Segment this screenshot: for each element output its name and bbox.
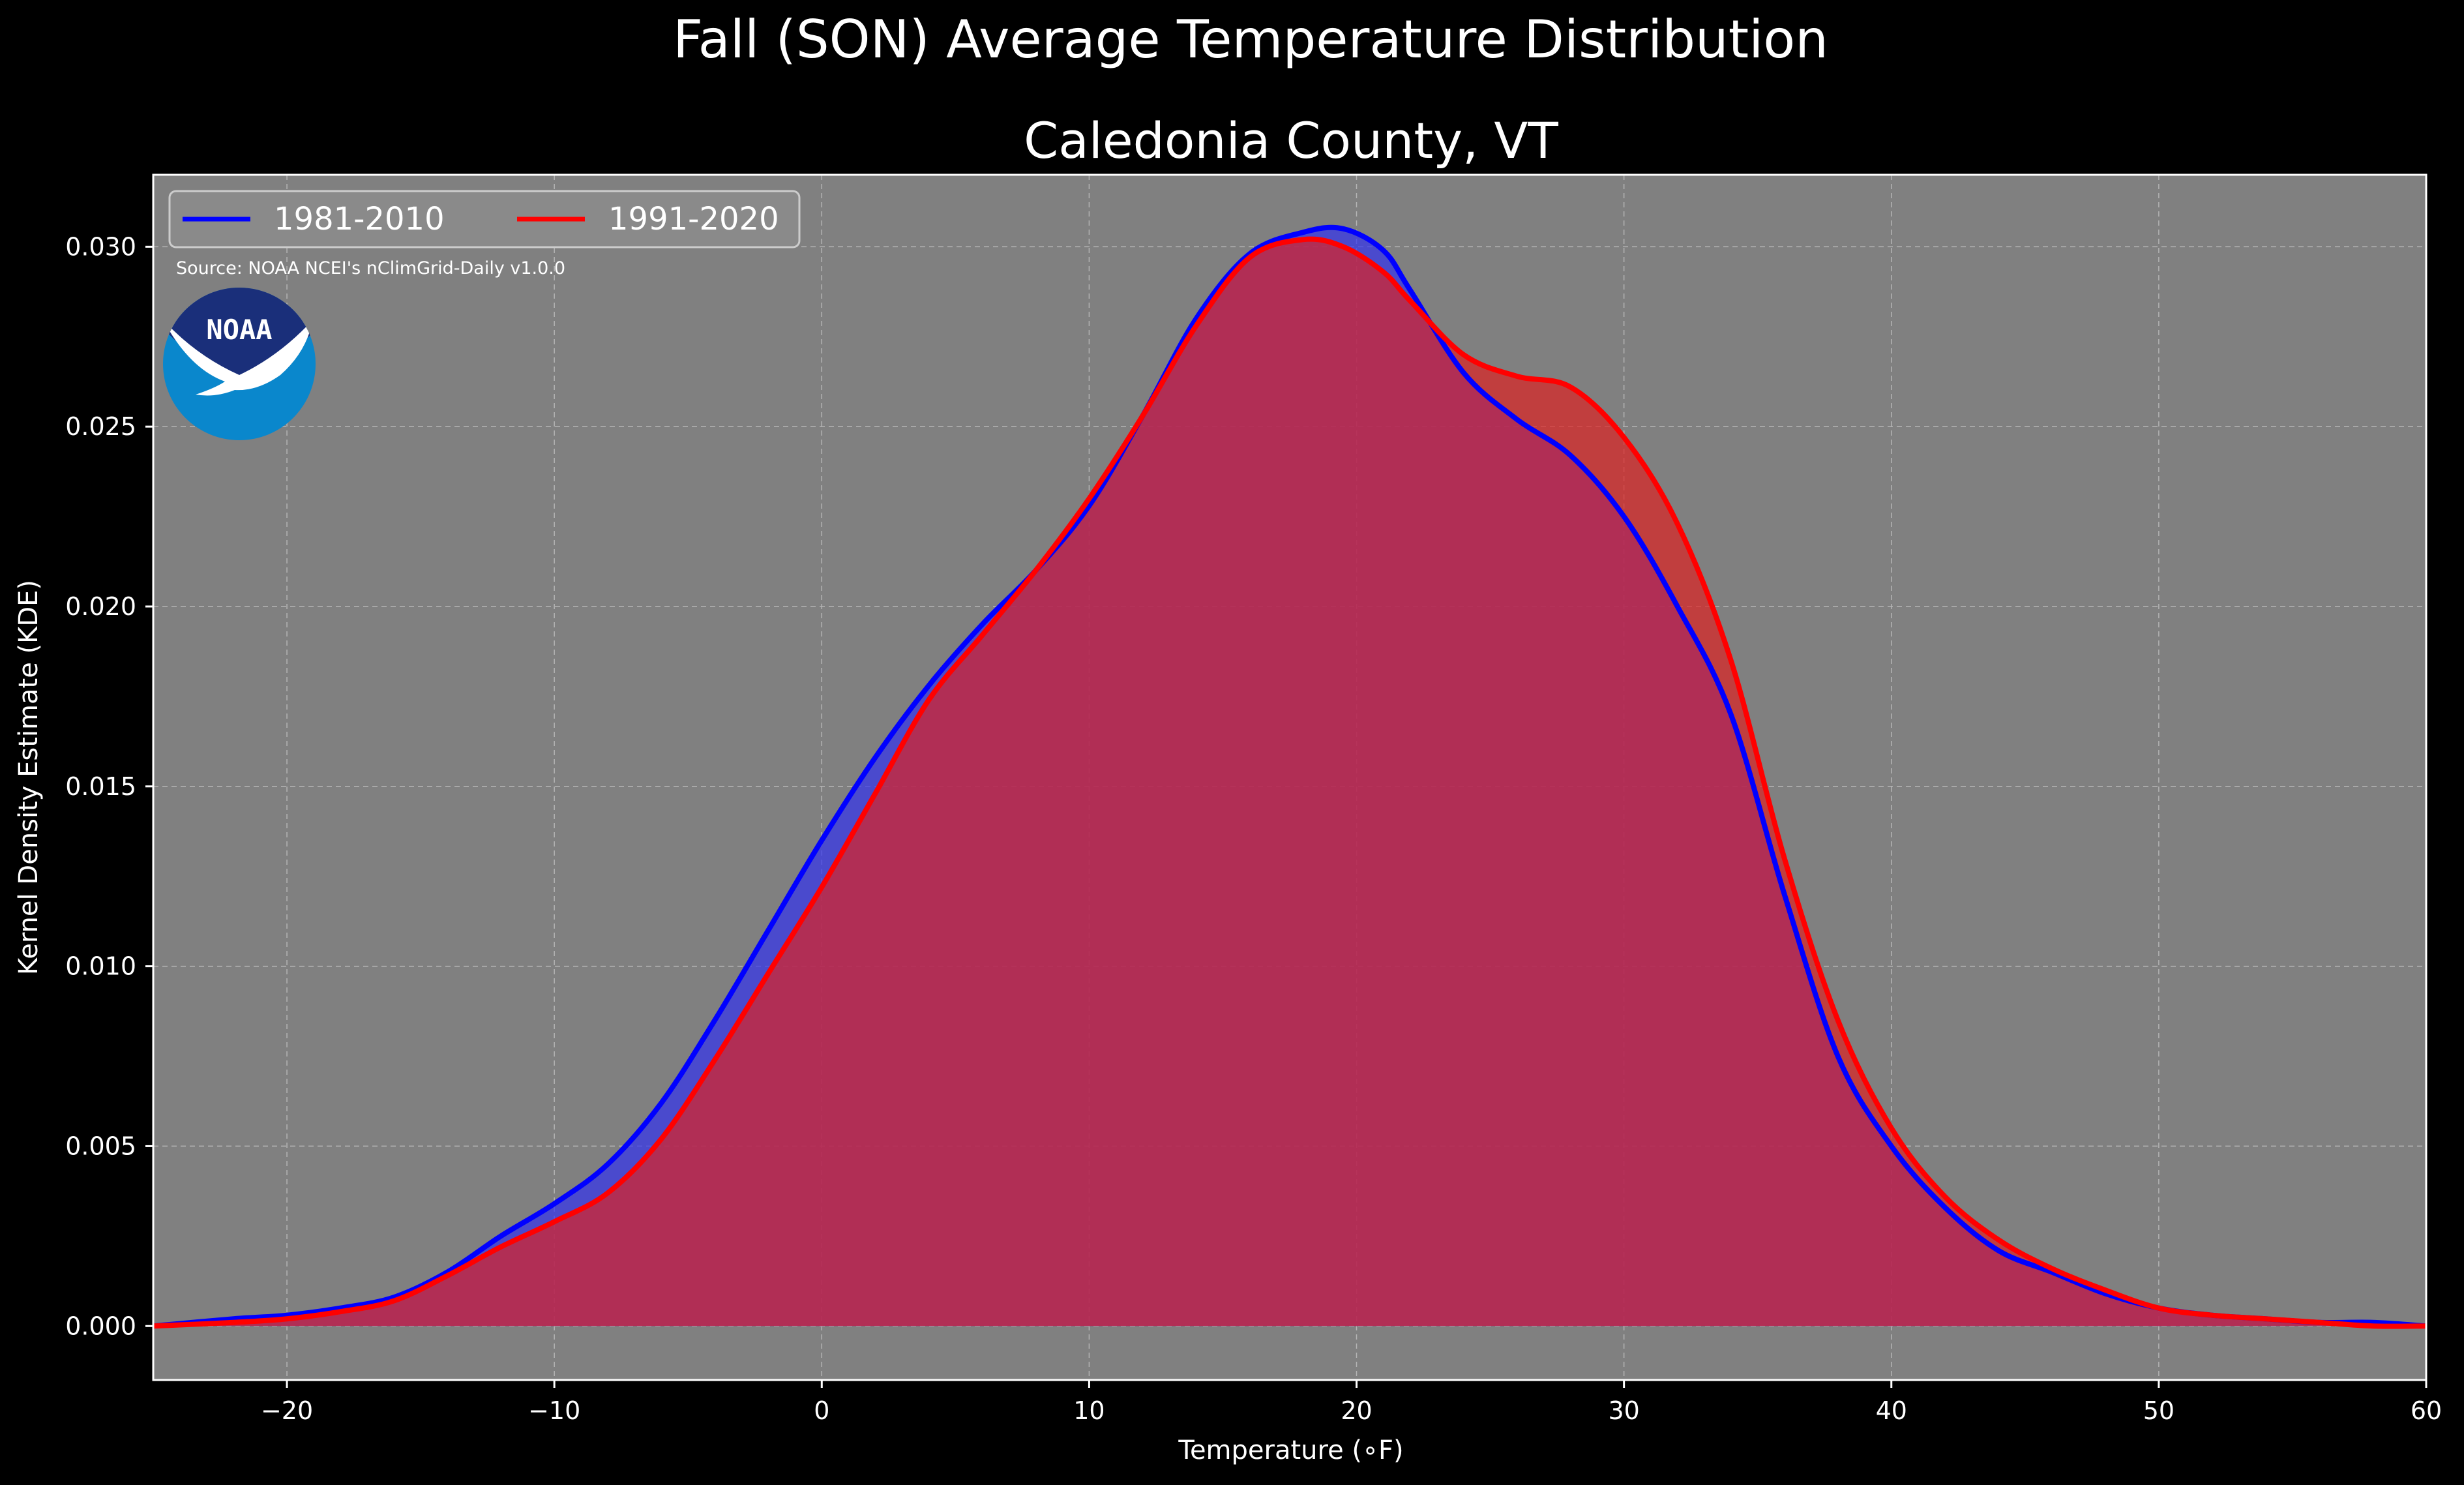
x-axis-ticks: −20 −10 0 10 20 30 40 50 60	[261, 1380, 2442, 1425]
x-tick-label: 30	[1608, 1396, 1639, 1425]
x-axis-label: Temperature (∘F)	[1178, 1435, 1403, 1465]
noaa-logo: NOAA	[163, 288, 316, 440]
y-axis-ticks: 0.000 0.005 0.010 0.015 0.020 0.025 0.030	[65, 232, 153, 1340]
line-1981-2010	[153, 224, 2427, 1329]
noaa-logo-text: NOAA	[206, 314, 272, 346]
y-axis-label: Kernel Density Estimate (KDE)	[14, 580, 44, 975]
x-tick-label: 60	[2411, 1396, 2442, 1425]
x-tick-label: −10	[528, 1396, 580, 1425]
x-tick-label: 20	[1341, 1396, 1372, 1425]
legend: 1981-2010 1991-2020	[168, 190, 801, 248]
legend-label-1981-2010: 1981-2010	[274, 201, 445, 237]
chart-suptitle: Fall (SON) Average Temperature Distribut…	[673, 9, 1828, 70]
x-tick-label: 40	[1876, 1396, 1907, 1425]
legend-label-1991-2020: 1991-2020	[608, 201, 779, 237]
y-tick-label: 0.025	[65, 412, 136, 441]
legend-box	[168, 190, 801, 248]
y-tick-label: 0.030	[65, 232, 136, 261]
line-1991-2020	[153, 236, 2427, 1329]
density-lines	[153, 224, 2427, 1329]
x-tick-label: 50	[2143, 1396, 2175, 1425]
y-tick-label: 0.005	[65, 1132, 136, 1160]
chart-title: Caledonia County, VT	[1024, 112, 1558, 170]
plot-frame	[152, 173, 2427, 1381]
y-tick-label: 0.010	[65, 952, 136, 981]
area-1991-2020	[153, 239, 2426, 1327]
x-tick-label: 0	[814, 1396, 829, 1425]
source-note: Source: NOAA NCEI's nClimGrid-Daily v1.0…	[176, 258, 565, 278]
x-tick-label: −20	[261, 1396, 313, 1425]
y-tick-label: 0.000	[65, 1312, 136, 1340]
x-tick-label: 10	[1073, 1396, 1105, 1425]
y-tick-label: 0.015	[65, 772, 136, 801]
y-tick-label: 0.020	[65, 592, 136, 621]
